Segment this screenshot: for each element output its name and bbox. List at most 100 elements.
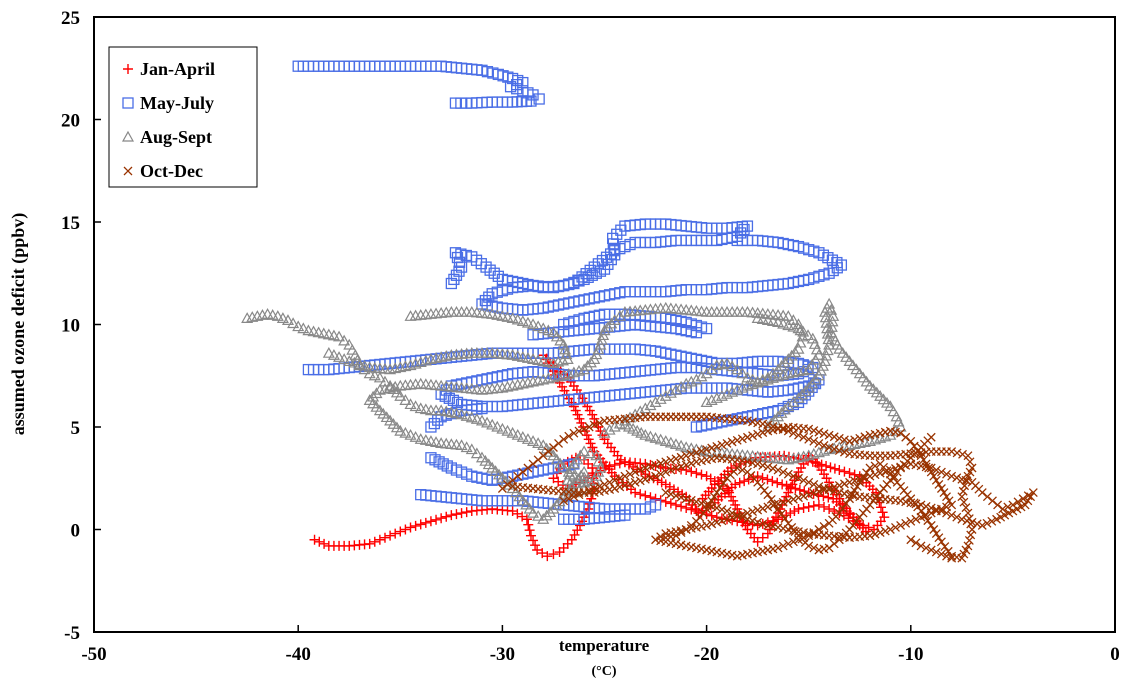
data-point xyxy=(630,487,641,498)
data-point xyxy=(581,359,594,371)
data-point xyxy=(680,441,693,453)
data-point xyxy=(395,526,406,537)
data-point xyxy=(584,486,594,496)
data-point xyxy=(518,467,528,477)
data-point xyxy=(419,354,432,366)
data-point xyxy=(958,449,967,459)
data-point xyxy=(506,482,519,494)
legend-marker-oct-dec xyxy=(123,166,133,176)
data-point xyxy=(533,455,543,465)
data-point xyxy=(424,353,437,364)
series-jan-april xyxy=(309,350,890,562)
data-point xyxy=(850,435,860,445)
data-point xyxy=(707,496,717,506)
data-point xyxy=(380,411,393,423)
data-point xyxy=(675,380,688,392)
data-point xyxy=(793,467,804,478)
x-axis-unit: (°C) xyxy=(591,664,616,679)
data-point xyxy=(839,466,850,477)
data-point xyxy=(958,486,968,496)
data-point xyxy=(742,467,752,477)
data-point xyxy=(702,520,712,530)
data-point xyxy=(702,445,712,455)
data-point xyxy=(691,457,701,467)
data-point xyxy=(926,463,936,473)
data-point xyxy=(489,465,502,477)
data-point xyxy=(790,483,801,494)
data-point xyxy=(680,377,693,389)
x-tick-label: -30 xyxy=(490,644,515,665)
data-point xyxy=(768,464,778,473)
data-point xyxy=(719,478,729,488)
legend-marker-aug-sept xyxy=(121,130,135,142)
x-tick-label: 0 xyxy=(1110,644,1120,665)
data-point xyxy=(795,388,808,400)
data-point xyxy=(934,479,944,489)
data-point xyxy=(813,499,824,510)
data-point xyxy=(906,535,916,545)
data-point xyxy=(670,499,681,510)
data-point xyxy=(824,504,835,514)
data-point xyxy=(822,333,835,345)
data-point xyxy=(562,538,573,549)
data-point xyxy=(585,438,596,449)
data-point xyxy=(600,251,613,263)
data-point xyxy=(877,507,888,518)
data-point xyxy=(476,402,488,415)
data-point xyxy=(710,359,723,371)
data-point xyxy=(640,469,651,480)
data-point xyxy=(819,501,830,512)
data-point xyxy=(666,489,676,499)
data-point xyxy=(875,459,885,469)
data-point xyxy=(524,525,535,536)
data-point xyxy=(425,516,436,527)
data-point xyxy=(607,232,619,245)
data-point xyxy=(727,437,737,447)
data-point xyxy=(669,383,682,395)
data-point xyxy=(644,430,657,442)
data-point xyxy=(730,499,741,510)
data-point xyxy=(676,501,687,512)
data-point xyxy=(436,513,447,524)
data-point xyxy=(814,427,824,437)
data-point xyxy=(880,467,890,477)
data-point xyxy=(705,473,716,484)
data-point xyxy=(604,248,617,260)
data-point xyxy=(532,545,543,555)
data-point xyxy=(338,334,351,346)
data-point xyxy=(710,392,723,403)
data-point xyxy=(496,472,509,483)
data-point xyxy=(916,541,926,551)
data-point xyxy=(901,432,911,442)
data-point xyxy=(778,541,788,551)
data-point xyxy=(557,369,570,381)
data-point xyxy=(414,356,427,368)
legend-label-jan-april: Jan-April xyxy=(140,59,215,79)
data-point xyxy=(762,528,773,539)
data-point xyxy=(804,490,814,500)
data-point xyxy=(963,451,973,461)
data-point xyxy=(741,220,754,232)
data-point xyxy=(780,514,790,524)
data-point xyxy=(763,462,773,472)
data-point xyxy=(358,363,371,375)
data-point xyxy=(783,539,793,549)
data-point xyxy=(695,370,708,382)
y-tick-label: -5 xyxy=(64,623,80,644)
data-point xyxy=(916,512,926,522)
data-point xyxy=(1018,494,1028,504)
data-point xyxy=(783,469,793,479)
data-point xyxy=(370,387,383,399)
data-point xyxy=(410,520,421,531)
data-point xyxy=(622,420,636,432)
data-point xyxy=(578,363,591,375)
data-point xyxy=(988,496,997,506)
series-aug-sept xyxy=(241,297,907,524)
data-point xyxy=(906,436,916,446)
data-point xyxy=(783,487,794,498)
data-point xyxy=(562,367,575,379)
data-point xyxy=(855,474,865,484)
data-point xyxy=(676,492,686,502)
legend-box xyxy=(108,46,258,188)
data-point xyxy=(819,355,832,366)
